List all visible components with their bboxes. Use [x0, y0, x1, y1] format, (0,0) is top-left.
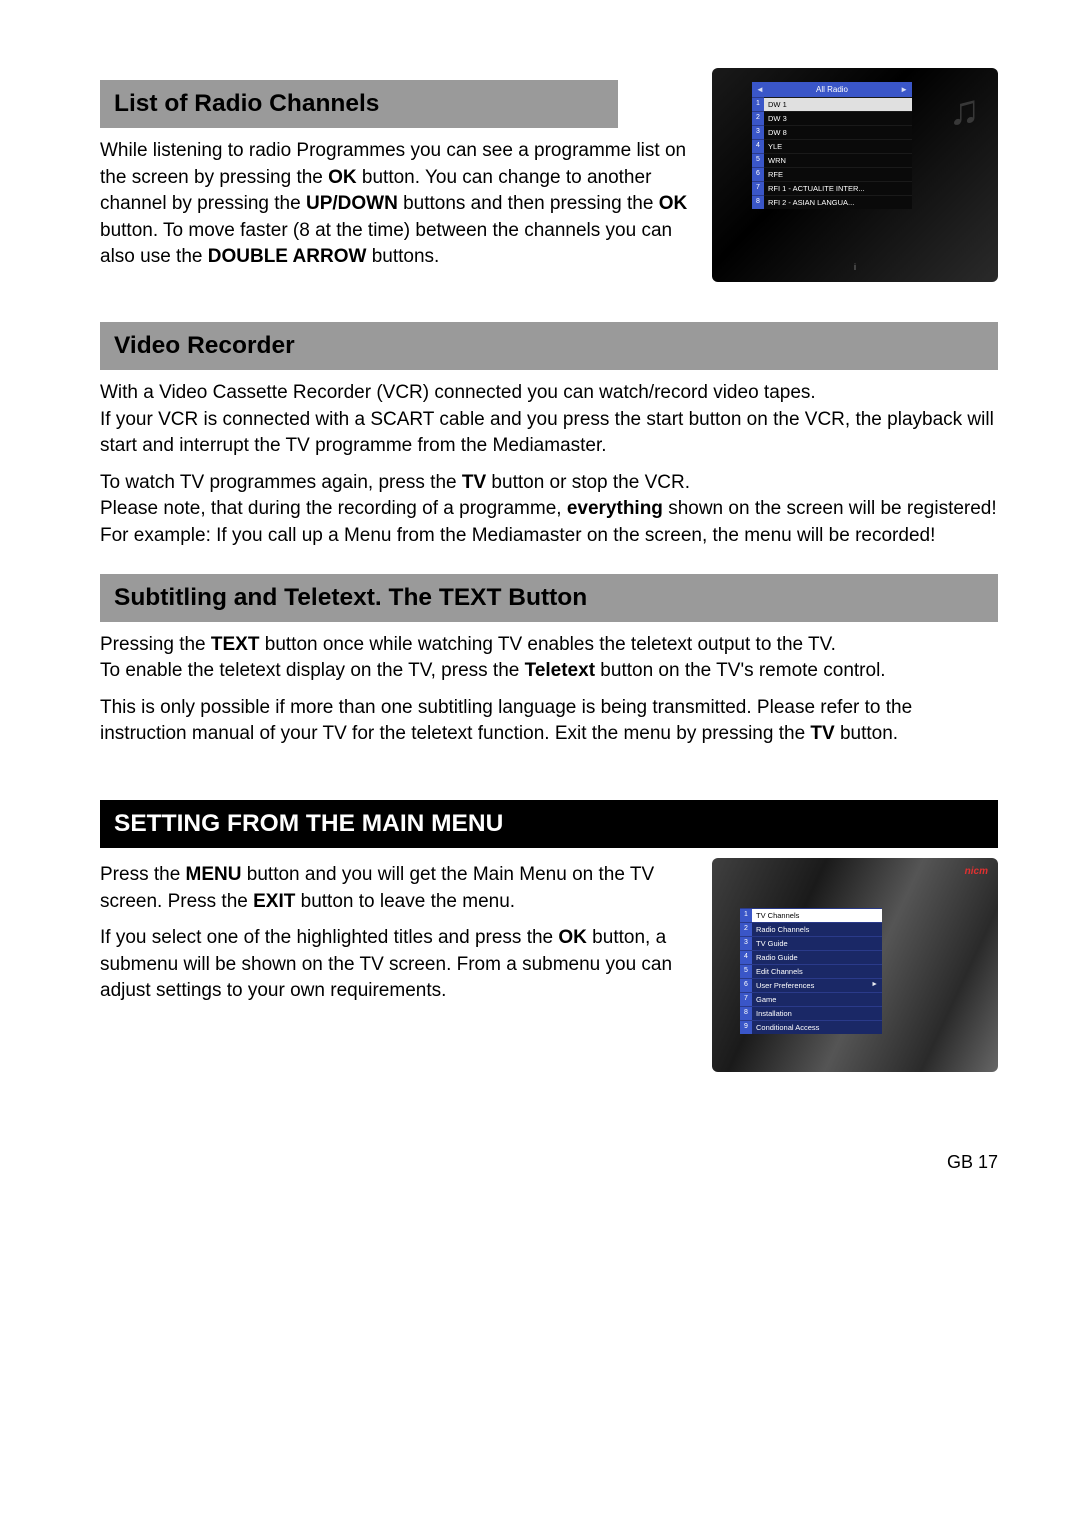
- row-label: YLE: [764, 139, 912, 153]
- row-label: DW 8: [764, 125, 912, 139]
- row-number: 3: [740, 936, 752, 950]
- radio-list-row: 1DW 1: [752, 97, 912, 111]
- tv-screen: ♫ ◄ All Radio ► 1DW 12DW 33DW 84YLE5WRN6…: [712, 68, 998, 282]
- row-number: 2: [740, 922, 752, 936]
- section-video-recorder: Video Recorder With a Video Cassette Rec…: [100, 322, 998, 550]
- radio-list-row: 5WRN: [752, 153, 912, 167]
- menu-row: 7Game: [740, 992, 882, 1006]
- heading-bar: Video Recorder: [100, 322, 998, 370]
- row-label: WRN: [764, 153, 912, 167]
- menu-row: 4Radio Guide: [740, 950, 882, 964]
- row-label: RFI 1 - ACTUALITE INTER...: [764, 181, 912, 195]
- paragraph: If you select one of the highlighted tit…: [100, 925, 696, 1005]
- left-arrow-icon: ◄: [756, 85, 764, 94]
- row-label: DW 1: [764, 97, 912, 111]
- menu-row: 3TV Guide: [740, 936, 882, 950]
- right-arrow-icon: ►: [900, 85, 908, 94]
- row-number: 6: [740, 978, 752, 992]
- row-label: Conditional Access: [752, 1020, 882, 1034]
- tv-screen: nicm 1TV Channels2Radio Channels3TV Guid…: [712, 858, 998, 1072]
- heading-bar: Subtitling and Teletext. The TEXT Button: [100, 574, 998, 622]
- paragraph: While listening to radio Programmes you …: [100, 138, 696, 271]
- radio-list-row: 7RFI 1 - ACTUALITE INTER...: [752, 181, 912, 195]
- row-label: TV Guide: [752, 936, 882, 950]
- row-number: 1: [752, 97, 764, 111]
- row-label: Game: [752, 992, 882, 1006]
- row-label: Installation: [752, 1006, 882, 1020]
- radio-screen-thumb: ♫ ◄ All Radio ► 1DW 12DW 33DW 84YLE5WRN6…: [712, 68, 998, 282]
- row-number: 1: [740, 908, 752, 922]
- row-label: Edit Channels: [752, 964, 882, 978]
- row-number: 7: [752, 181, 764, 195]
- chevron-right-icon: ►: [871, 981, 878, 990]
- row-number: 4: [740, 950, 752, 964]
- paragraph: Pressing the TEXT button once while watc…: [100, 632, 998, 685]
- radio-list-row: 6RFE: [752, 167, 912, 181]
- row-label: RFE: [764, 167, 912, 181]
- menu-row: 2Radio Channels: [740, 922, 882, 936]
- row-label: DW 3: [764, 111, 912, 125]
- section-title: List of Radio Channels: [114, 90, 604, 118]
- row-label: RFI 2 - ASIAN LANGUA...: [764, 195, 912, 209]
- brand-logo: nicm: [965, 866, 988, 877]
- radio-list-panel: ◄ All Radio ► 1DW 12DW 33DW 84YLE5WRN6RF…: [752, 82, 912, 209]
- section-title: Subtitling and Teletext. The TEXT Button: [114, 584, 984, 612]
- radio-list-row: 2DW 3: [752, 111, 912, 125]
- music-icon: ♫: [949, 86, 981, 134]
- paragraph: This is only possible if more than one s…: [100, 695, 998, 748]
- row-number: 6: [752, 167, 764, 181]
- row-label: User Preferences►: [752, 978, 882, 992]
- menu-row: 5Edit Channels: [740, 964, 882, 978]
- radio-list-row: 8RFI 2 - ASIAN LANGUA...: [752, 195, 912, 209]
- row-number: 4: [752, 139, 764, 153]
- paragraph: To watch TV programmes again, press the …: [100, 470, 998, 550]
- section-title: SETTING FROM THE MAIN MENU: [114, 810, 984, 838]
- row-label: Radio Channels: [752, 922, 882, 936]
- info-icon: i: [854, 262, 856, 272]
- row-number: 2: [752, 111, 764, 125]
- menu-row: 9Conditional Access: [740, 1020, 882, 1034]
- row-number: 8: [740, 1006, 752, 1020]
- paragraph: Press the MENU button and you will get t…: [100, 862, 696, 915]
- menu-row: 8Installation: [740, 1006, 882, 1020]
- menu-row: 1TV Channels: [740, 908, 882, 922]
- radio-list-header: ◄ All Radio ►: [752, 82, 912, 97]
- section-subtitling: Subtitling and Teletext. The TEXT Button…: [100, 574, 998, 748]
- row-number: 5: [740, 964, 752, 978]
- menu-row: 6User Preferences►: [740, 978, 882, 992]
- row-number: 5: [752, 153, 764, 167]
- row-number: 8: [752, 195, 764, 209]
- row-label: TV Channels: [752, 908, 882, 922]
- heading-bar: List of Radio Channels: [100, 80, 618, 128]
- paragraph: With a Video Cassette Recorder (VCR) con…: [100, 380, 998, 460]
- row-number: 9: [740, 1020, 752, 1034]
- page-number: GB 17: [100, 1152, 998, 1173]
- row-number: 7: [740, 992, 752, 1006]
- document-page: List of Radio Channels While listening t…: [0, 0, 1080, 1223]
- row-label: Radio Guide: [752, 950, 882, 964]
- menu-screen-thumb: nicm 1TV Channels2Radio Channels3TV Guid…: [712, 858, 998, 1072]
- main-menu-panel: 1TV Channels2Radio Channels3TV Guide4Rad…: [740, 908, 882, 1034]
- heading-bar-dark: SETTING FROM THE MAIN MENU: [100, 800, 998, 848]
- radio-list-row: 4YLE: [752, 139, 912, 153]
- section-title: Video Recorder: [114, 332, 984, 360]
- radio-list-row: 3DW 8: [752, 125, 912, 139]
- section-main-menu: SETTING FROM THE MAIN MENU Press the MEN…: [100, 800, 998, 1072]
- row-number: 3: [752, 125, 764, 139]
- section-radio-channels: List of Radio Channels While listening t…: [100, 68, 998, 282]
